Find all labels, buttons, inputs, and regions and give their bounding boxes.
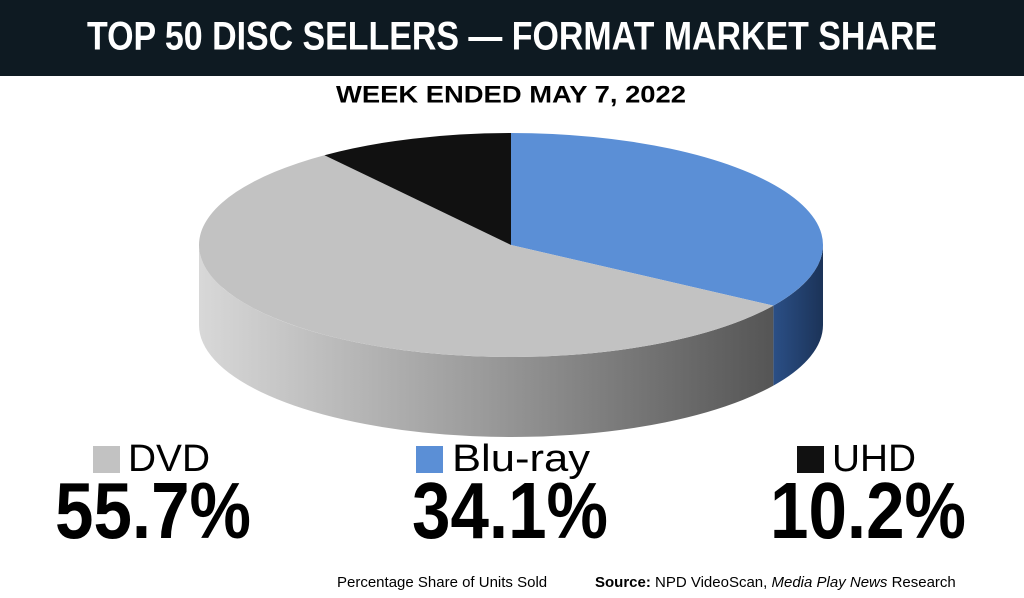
legend-label: DVD	[128, 438, 210, 480]
slice	[324, 133, 511, 245]
source-italic: Media Play News	[772, 574, 888, 591]
legend-swatch	[93, 446, 120, 473]
value-label: 55.7%	[55, 466, 251, 555]
source-end: Research	[892, 574, 956, 591]
slice-side	[773, 245, 824, 386]
value-label: 34.1%	[412, 466, 608, 555]
title-bar	[0, 0, 1024, 76]
legend-swatch	[416, 446, 443, 473]
slice	[198, 155, 774, 358]
chart-title: TOP 50 DISC SELLERS — FORMAT MARKET SHAR…	[87, 15, 937, 59]
value-label: 10.2%	[770, 466, 966, 555]
slice-side	[199, 245, 774, 438]
legend-label: Blu-ray	[452, 438, 590, 480]
pie	[198, 133, 824, 438]
source-text: NPD VideoScan,	[655, 574, 767, 591]
legend-label: UHD	[832, 438, 916, 480]
footnote: Percentage Share of Units Sold	[337, 574, 547, 591]
source-label: Source:	[595, 574, 651, 591]
source: Source: NPD VideoScan, Media Play News R…	[595, 574, 956, 591]
slice	[511, 133, 823, 306]
chart-subtitle: WEEK ENDED MAY 7, 2022	[336, 81, 686, 108]
legend-swatch	[797, 446, 824, 473]
